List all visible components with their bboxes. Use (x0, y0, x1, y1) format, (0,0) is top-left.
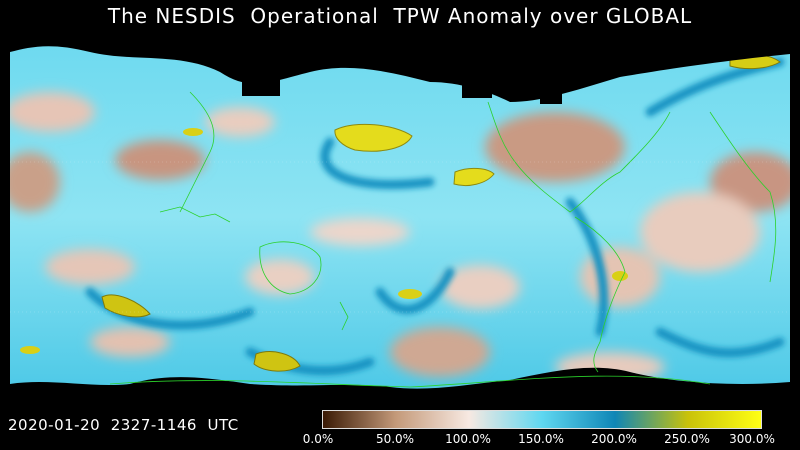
moist-band (655, 327, 785, 358)
extreme-region (398, 289, 422, 299)
coastline-north-america (487, 101, 671, 213)
moist-band (565, 197, 609, 337)
coastline-maritime-continent (159, 206, 231, 223)
coastline-antarctica (109, 375, 711, 388)
dry-region (440, 265, 520, 309)
dry-region (205, 107, 275, 137)
moist-anomaly-bands (85, 57, 785, 376)
colorbar-gradient (323, 411, 761, 428)
no-data-arctic (10, 32, 790, 102)
extreme-region (453, 167, 495, 187)
moist-band (375, 267, 455, 314)
coastline-africa-europe (709, 111, 777, 283)
dry-anomaly-regions (10, 92, 790, 382)
extreme-region (612, 271, 628, 281)
dry-region (10, 92, 95, 132)
dry-region (245, 259, 315, 295)
dry-region (710, 152, 790, 212)
timestamp-label: 2020-01-20 2327-1146 UTC (8, 416, 239, 434)
dry-region (390, 327, 490, 377)
no-data-block (540, 88, 562, 104)
extreme-region (253, 351, 301, 372)
dry-region (10, 152, 60, 212)
coastline-australia (259, 241, 322, 295)
no-data-block (242, 78, 280, 96)
extreme-region (183, 128, 203, 136)
colorbar-tick-label: 250.0% (664, 432, 710, 446)
colorbar-tick-label: 200.0% (591, 432, 637, 446)
extreme-region (334, 123, 413, 152)
colorbar (322, 410, 762, 429)
moist-band (320, 137, 435, 190)
extreme-region (101, 294, 151, 318)
colorbar-tick-label: 300.0% (729, 432, 775, 446)
no-data-block (462, 72, 492, 98)
coastline-asia (179, 91, 215, 213)
colorbar-tick-label: 50.0% (375, 432, 415, 446)
extreme-region (20, 346, 40, 354)
tpw-anomaly-map (10, 32, 790, 402)
coastline-south-america (574, 216, 626, 373)
dry-region (640, 192, 760, 272)
colorbar-tick-label: 150.0% (518, 432, 564, 446)
dry-region (485, 112, 625, 182)
dry-region (90, 327, 170, 357)
colorbar-tick-label: 100.0% (445, 432, 491, 446)
coastline-new-zealand (339, 301, 349, 331)
dry-region (115, 140, 205, 180)
colorbar-labels: 0.0% 50.0% 100.0% 150.0% 200.0% 250.0% 300.0% (0, 432, 800, 448)
coastlines (109, 91, 777, 388)
page-title: The NESDIS Operational TPW Anomaly over … (107, 4, 693, 28)
dry-region (310, 218, 410, 246)
dry-region (45, 249, 135, 285)
colorbar-tick-label: 0.0% (302, 432, 334, 446)
